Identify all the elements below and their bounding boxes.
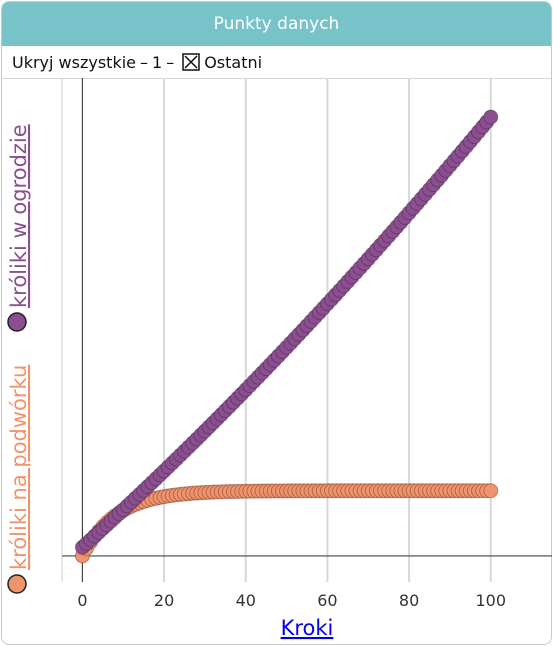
- checkbox-x-icon: [182, 53, 200, 71]
- last-checkbox-label: Ostatni: [204, 52, 263, 72]
- y-axis-legend: króliki na podwórku króliki w ogrodzie: [7, 124, 31, 594]
- hide-all-button[interactable]: Ukryj wszystkie: [12, 52, 137, 72]
- point-count-value[interactable]: 1: [152, 52, 163, 72]
- last-checkbox[interactable]: [182, 53, 200, 71]
- legend-label-yard[interactable]: króliki na podwórku: [7, 365, 31, 570]
- data-point: [483, 109, 499, 125]
- x-tick-label: 20: [154, 591, 174, 610]
- legend-label-garden[interactable]: króliki w ogrodzie: [7, 124, 31, 308]
- x-tick-labels: 0 20 40 60 80 100: [77, 591, 506, 610]
- x-tick-label: 60: [317, 591, 337, 610]
- data-point: [483, 483, 499, 499]
- x-tick-label: 0: [77, 591, 87, 610]
- legend-marker-garden: [7, 312, 27, 332]
- toolbar-separator: –: [166, 52, 175, 72]
- chart-axes: [61, 78, 552, 582]
- x-axis-label[interactable]: Kroki: [281, 616, 334, 640]
- toolbar: Ukryj wszystkie – 1 – Ostatni: [2, 46, 551, 79]
- x-tick-label: 100: [475, 591, 506, 610]
- toolbar-separator: –: [140, 52, 149, 72]
- chart-grid: [163, 78, 492, 582]
- legend-group: króliki na podwórku króliki w ogrodzie: [7, 124, 31, 594]
- chart-points: [74, 109, 499, 564]
- legend-marker-yard: [7, 574, 27, 594]
- x-tick-label: 40: [236, 591, 256, 610]
- window-title: Punkty danych: [2, 2, 551, 46]
- x-tick-label: 80: [399, 591, 419, 610]
